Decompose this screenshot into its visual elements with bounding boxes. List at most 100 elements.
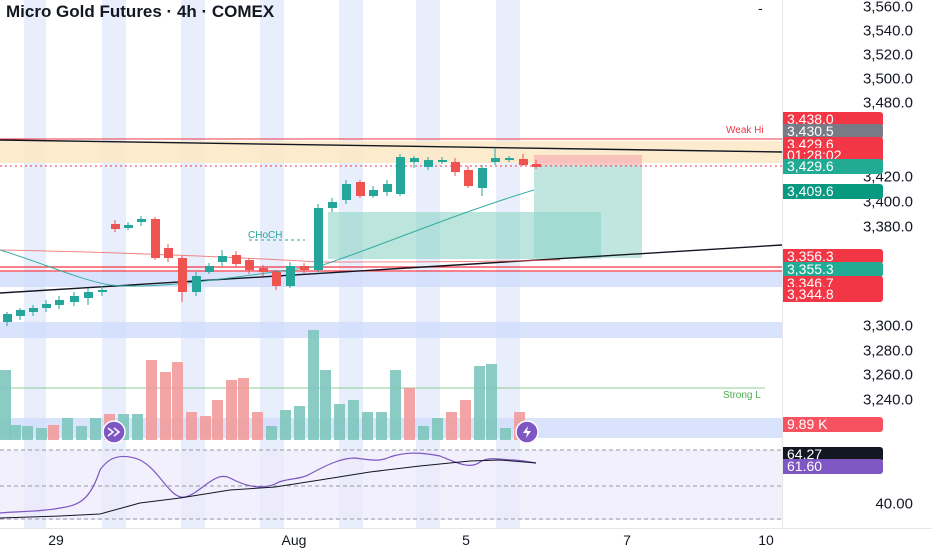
candle — [16, 310, 25, 316]
volume-bar — [460, 400, 471, 440]
volume-bar — [48, 425, 59, 440]
volume-bar — [404, 388, 415, 440]
chart-canvas[interactable] — [0, 0, 782, 528]
rsi-tick: 40.00 — [875, 495, 913, 513]
candle — [356, 182, 365, 196]
price-tick: 3,280.0 — [862, 342, 913, 360]
price-label-weak-high: 3,438.0 — [783, 112, 883, 127]
candle — [478, 168, 487, 188]
time-tick: 10 — [758, 532, 774, 548]
candle — [286, 266, 295, 286]
candle — [151, 219, 160, 258]
price-tick: 3,300.0 — [862, 317, 913, 335]
lightning-icon[interactable] — [515, 420, 539, 444]
price-label-high: 3,430.5 — [783, 124, 883, 139]
price-tick: 3,240.0 — [862, 391, 913, 409]
candle — [519, 159, 528, 165]
position-tool[interactable] — [328, 155, 642, 259]
volume-bar — [226, 380, 237, 440]
volume-bar — [320, 370, 331, 440]
candle — [369, 190, 378, 196]
level-lines — [0, 138, 782, 520]
strong-low-label: Strong L — [723, 390, 761, 401]
time-tick: 29 — [48, 532, 64, 548]
price-tick: 3,480.0 — [862, 94, 913, 112]
candle — [491, 158, 500, 162]
pane-menu[interactable]: - — [758, 0, 763, 16]
candle — [245, 260, 254, 270]
weak-high-label: Weak Hi — [726, 125, 764, 136]
session-bands — [24, 0, 520, 528]
candle — [124, 225, 133, 228]
volume-bars — [0, 330, 525, 440]
volume-bar — [212, 400, 223, 440]
candle — [383, 184, 392, 192]
volume-bar — [10, 425, 21, 440]
price-tick: 3,540.0 — [862, 22, 913, 40]
price-tick: 3,520.0 — [862, 46, 913, 64]
price-label-entry: 3,429.6 — [783, 159, 883, 174]
volume-bar — [238, 378, 249, 440]
price-label-level-4: 3,344.8 — [783, 287, 883, 302]
volume-bar — [172, 362, 183, 440]
time-tick: Aug — [281, 532, 307, 548]
volume-bar — [500, 428, 511, 440]
candle — [424, 160, 433, 167]
candle — [164, 248, 173, 258]
price-tick: 3,380.0 — [862, 218, 913, 236]
candle — [29, 308, 38, 312]
volume-bar — [62, 418, 73, 440]
rsi-pane — [0, 452, 537, 519]
chart-area[interactable]: Weak Hi CHoCH Strong L Micro Gold Future… — [0, 0, 782, 528]
candle — [111, 224, 120, 229]
volume-bar — [252, 412, 263, 440]
volume-bar — [334, 404, 345, 440]
candle — [42, 304, 51, 308]
volume-bar — [486, 364, 497, 440]
volume-label: 9.89 K — [783, 417, 883, 432]
candle — [70, 296, 79, 302]
volume-bar — [0, 370, 11, 440]
candle — [342, 184, 351, 200]
rsi-label-value: 61.60 — [783, 459, 883, 474]
candle — [3, 314, 12, 322]
choch-label: CHoCH — [248, 230, 283, 241]
volume-bar — [266, 426, 277, 440]
volume-bar — [200, 416, 211, 440]
candle — [328, 202, 337, 208]
volume-bar — [294, 406, 305, 440]
trend-lines[interactable] — [0, 139, 782, 294]
price-tick: 3,500.0 — [862, 70, 913, 88]
candle — [464, 170, 473, 186]
candle — [410, 158, 419, 162]
forward-icon[interactable] — [102, 420, 126, 444]
chart-title: Micro Gold Futures · 4h · COMEX — [6, 2, 275, 21]
volume-bar — [22, 426, 33, 440]
candle — [192, 276, 201, 292]
volume-bar — [308, 330, 319, 440]
time-scale[interactable]: 29 Aug 5 7 10 — [0, 528, 932, 551]
volume-bar — [376, 412, 387, 440]
candle — [396, 157, 405, 194]
candle — [438, 160, 447, 162]
candle — [259, 268, 268, 272]
volume-bar — [446, 412, 457, 440]
candle — [218, 256, 227, 262]
price-label-ma: 3,409.6 — [783, 184, 883, 199]
volume-bar — [132, 414, 143, 440]
time-tick: 7 — [623, 532, 631, 548]
price-tick: 3,560.0 — [862, 0, 913, 16]
candlesticks[interactable] — [3, 148, 541, 326]
price-scale[interactable]: 3,560.0 3,540.0 3,520.0 3,500.0 3,480.0 … — [782, 0, 932, 528]
candle — [532, 164, 541, 167]
candle — [314, 208, 323, 270]
candle — [205, 266, 214, 272]
time-tick: 5 — [462, 532, 470, 548]
volume-bar — [348, 400, 359, 440]
volume-bar — [418, 426, 429, 440]
volume-bar — [474, 366, 485, 440]
volume-bar — [146, 360, 157, 440]
price-label-level-1: 3,356.3 — [783, 249, 883, 264]
volume-bar — [362, 412, 373, 440]
volume-bar — [160, 372, 171, 440]
